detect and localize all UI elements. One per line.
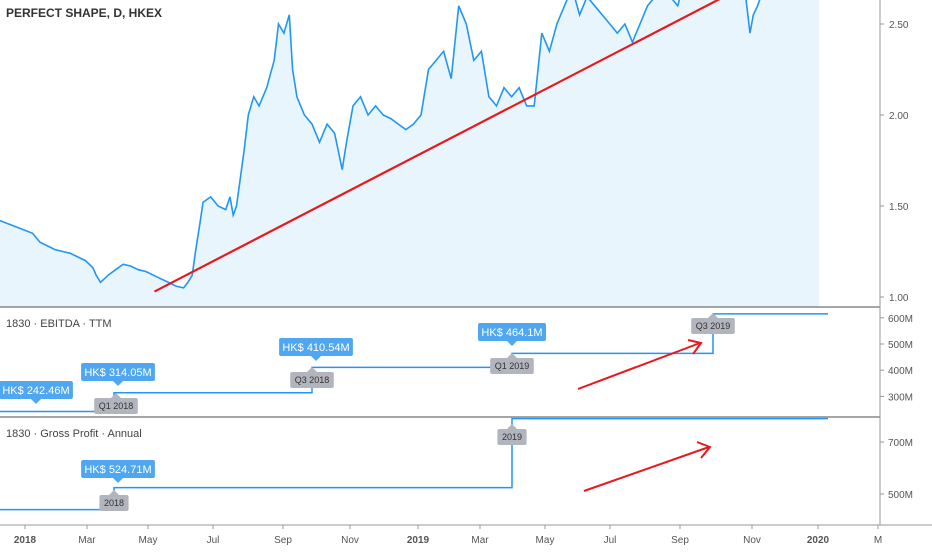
time-tick-label: May bbox=[536, 535, 555, 546]
ebitda-value-label[interactable]: HK$ 410.54M bbox=[282, 342, 349, 354]
time-tick-label: Sep bbox=[274, 535, 292, 546]
time-tick-label: 2018 bbox=[14, 535, 37, 546]
time-tick-label: 2019 bbox=[407, 535, 430, 546]
gp-period-label[interactable]: 2019 bbox=[502, 432, 522, 442]
gross-profit-pane-title: 1830 · Gross Profit · Annual bbox=[6, 428, 142, 440]
ebitda-value-label[interactable]: HK$ 464.1M bbox=[481, 327, 542, 339]
ebitda-period-label[interactable]: Q1 2019 bbox=[495, 361, 530, 371]
gp-tick-label: 700M bbox=[888, 438, 913, 449]
time-tick-label: M bbox=[874, 535, 882, 546]
time-tick-label: Jul bbox=[207, 535, 220, 546]
time-tick-label: Jul bbox=[604, 535, 617, 546]
time-tick-label: May bbox=[139, 535, 158, 546]
gp-tick-label: 500M bbox=[888, 490, 913, 501]
ebitda-period-label[interactable]: Q3 2018 bbox=[295, 375, 330, 385]
ebitda-value-label[interactable]: HK$ 314.05M bbox=[84, 367, 151, 379]
chart-title: PERFECT SHAPE, D, HKEX bbox=[6, 6, 162, 20]
ebitda-period-label[interactable]: Q3 2019 bbox=[696, 321, 731, 331]
ebitda-value-label[interactable]: HK$ 242.46M bbox=[2, 385, 69, 397]
time-tick-label: Nov bbox=[341, 535, 359, 546]
gp-period-label[interactable]: 2018 bbox=[104, 498, 124, 508]
ebitda-period-label[interactable]: Q1 2018 bbox=[99, 401, 134, 411]
price-tick-label: 2.00 bbox=[889, 111, 909, 122]
time-tick-label: Nov bbox=[743, 535, 761, 546]
time-tick-label: Mar bbox=[78, 535, 96, 546]
time-tick-label: Sep bbox=[671, 535, 689, 546]
time-tick-label: Mar bbox=[471, 535, 489, 546]
ebitda-tick-label: 500M bbox=[888, 340, 913, 351]
price-tick-label: 1.50 bbox=[889, 202, 909, 213]
gp-value-label[interactable]: HK$ 524.71M bbox=[84, 464, 151, 476]
price-tick-label: 2.50 bbox=[889, 20, 909, 31]
price-tick-label: 1.00 bbox=[889, 293, 909, 304]
ebitda-tick-label: 300M bbox=[888, 392, 913, 403]
ebitda-pane-title: 1830 · EBITDA · TTM bbox=[6, 318, 112, 330]
time-tick-label: 2020 bbox=[807, 535, 830, 546]
ebitda-tick-label: 600M bbox=[888, 314, 913, 325]
ebitda-tick-label: 400M bbox=[888, 366, 913, 377]
